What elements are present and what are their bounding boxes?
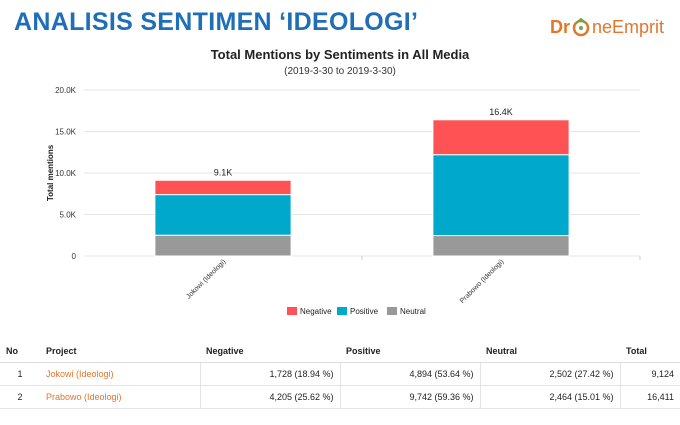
cell-project-link[interactable]: Prabowo (Ideologi)	[40, 385, 200, 409]
bar-segment-positive	[154, 194, 292, 236]
logo-text-end: neEmprit	[592, 16, 665, 37]
bar-segment-neutral	[432, 235, 570, 257]
legend-label-negative: Negative	[300, 307, 332, 316]
y-tick-label: 20.0K	[55, 86, 77, 95]
y-axis-label: Total mentions	[46, 144, 55, 201]
cell-total: 16,411	[619, 385, 680, 409]
chart-subtitle: (2019-3-30 to 2019-3-30)	[284, 66, 396, 77]
table-row: 2 Prabowo (Ideologi) 4,205 (25.62 %) 9,7…	[0, 385, 680, 409]
legend-label-positive: Positive	[350, 307, 379, 316]
cell-total: 9,124	[619, 362, 680, 386]
table-header-row: No Project Negative Positive Neutral Tot…	[0, 340, 680, 363]
x-tick-label: Jokowi (Ideologi)	[185, 258, 227, 300]
cell-project-link[interactable]: Jokowi (Ideologi)	[40, 362, 200, 386]
column-header-total: Total	[620, 340, 680, 363]
table-row: 1 Jokowi (Ideologi) 1,728 (18.94 %) 4,89…	[0, 362, 680, 386]
bar-total-label: 16.4K	[489, 107, 513, 117]
bar-segment-negative	[154, 179, 292, 196]
column-header-no: No	[0, 340, 40, 363]
column-header-project: Project	[40, 340, 200, 363]
cell-neutral: 2,502 (27.42 %)	[479, 362, 620, 386]
x-tick-label: Prabowo (Ideologi)	[459, 258, 506, 305]
page-title: ANALISIS SENTIMEN ‘IDEOLOGI’	[14, 8, 419, 36]
y-tick-label: 15.0K	[55, 128, 77, 137]
bar-segment-negative	[432, 119, 570, 156]
legend-swatch-neutral	[387, 307, 397, 315]
summary-table: No Project Negative Positive Neutral Tot…	[0, 340, 680, 409]
column-header-positive: Positive	[340, 340, 480, 363]
cell-positive: 9,742 (59.36 %)	[339, 385, 480, 409]
cell-negative: 1,728 (18.94 %)	[199, 362, 340, 386]
column-header-negative: Negative	[200, 340, 340, 363]
cell-negative: 4,205 (25.62 %)	[199, 385, 340, 409]
drone-logo-icon	[572, 17, 590, 37]
bar-segment-neutral	[154, 234, 292, 257]
cell-neutral: 2,464 (15.01 %)	[479, 385, 620, 409]
bar-segment-positive	[432, 154, 570, 237]
legend-swatch-negative	[287, 307, 297, 315]
cell-positive: 4,894 (53.64 %)	[339, 362, 480, 386]
legend-swatch-positive	[337, 307, 347, 315]
legend-label-neutral: Neutral	[400, 307, 426, 316]
cell-no: 1	[0, 362, 40, 386]
chart-title: Total Mentions by Sentiments in All Medi…	[210, 47, 470, 62]
stacked-bar-chart: 0 5.0K 10.0K 15.0K 20.0K Total mentions 9.1K Jo…	[46, 86, 641, 316]
y-tick-label: 0	[72, 252, 77, 261]
bar-total-label: 9.1K	[214, 167, 233, 177]
y-tick-label: 10.0K	[55, 169, 77, 178]
column-header-neutral: Neutral	[480, 340, 620, 363]
logo-text-start: Dr	[550, 16, 571, 37]
drone-emprit-logo: Dr neEmprit	[550, 14, 664, 40]
cell-no: 2	[0, 385, 40, 409]
y-tick-label: 5.0K	[60, 211, 77, 220]
